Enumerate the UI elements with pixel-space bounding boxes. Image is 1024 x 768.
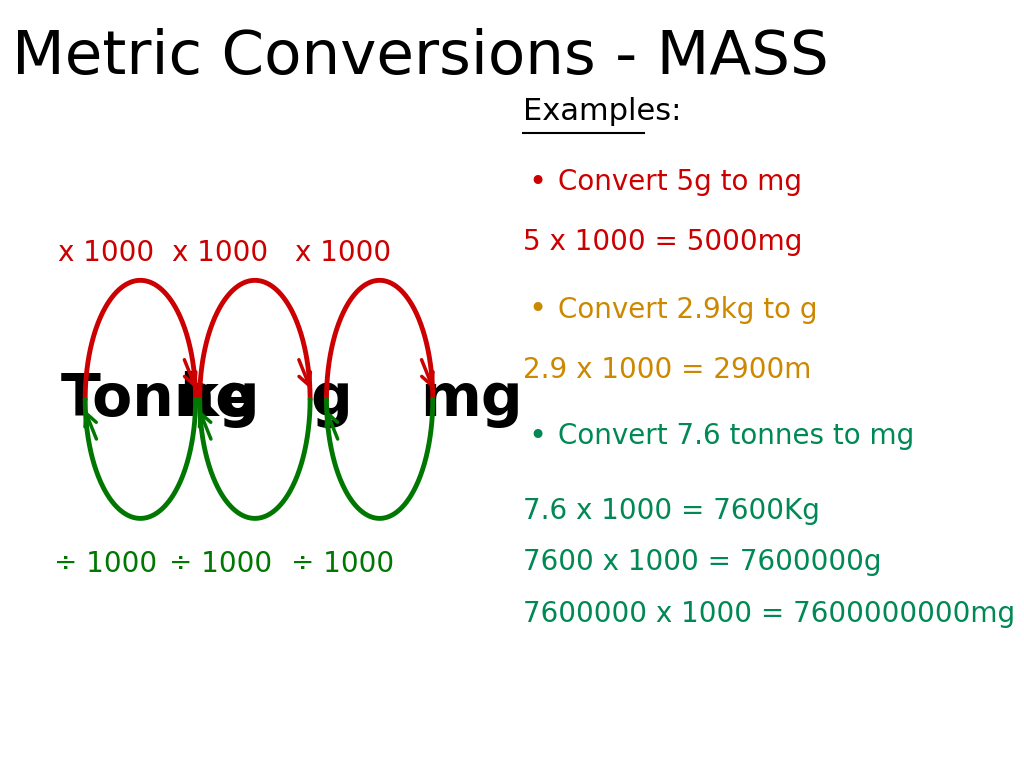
Text: mg: mg xyxy=(421,371,523,428)
Text: •: • xyxy=(528,295,547,324)
Text: x 1000: x 1000 xyxy=(295,240,391,267)
Text: 2.9 x 1000 = 2900m: 2.9 x 1000 = 2900m xyxy=(523,356,811,384)
Text: 7.6 x 1000 = 7600Kg: 7.6 x 1000 = 7600Kg xyxy=(523,497,819,525)
Text: 7600000 x 1000 = 7600000000mg: 7600000 x 1000 = 7600000000mg xyxy=(523,601,1015,628)
Text: Tonne: Tonne xyxy=(60,371,256,428)
Text: ÷ 1000: ÷ 1000 xyxy=(54,551,158,578)
Text: Convert 2.9kg to g: Convert 2.9kg to g xyxy=(558,296,817,323)
Text: Convert 7.6 tonnes to mg: Convert 7.6 tonnes to mg xyxy=(558,422,914,450)
Text: ÷ 1000: ÷ 1000 xyxy=(169,551,271,578)
Text: x 1000: x 1000 xyxy=(57,240,154,267)
Text: ÷ 1000: ÷ 1000 xyxy=(291,551,394,578)
Text: g: g xyxy=(310,371,352,428)
Text: 5 x 1000 = 5000mg: 5 x 1000 = 5000mg xyxy=(523,228,802,256)
Text: •: • xyxy=(528,422,547,451)
Text: kg: kg xyxy=(179,371,260,428)
Text: •: • xyxy=(528,167,547,197)
Text: Metric Conversions - MASS: Metric Conversions - MASS xyxy=(12,28,828,87)
Text: Examples:: Examples: xyxy=(523,97,681,126)
Text: x 1000: x 1000 xyxy=(172,240,268,267)
Text: 7600 x 1000 = 7600000g: 7600 x 1000 = 7600000g xyxy=(523,548,882,576)
Text: Convert 5g to mg: Convert 5g to mg xyxy=(558,168,802,196)
